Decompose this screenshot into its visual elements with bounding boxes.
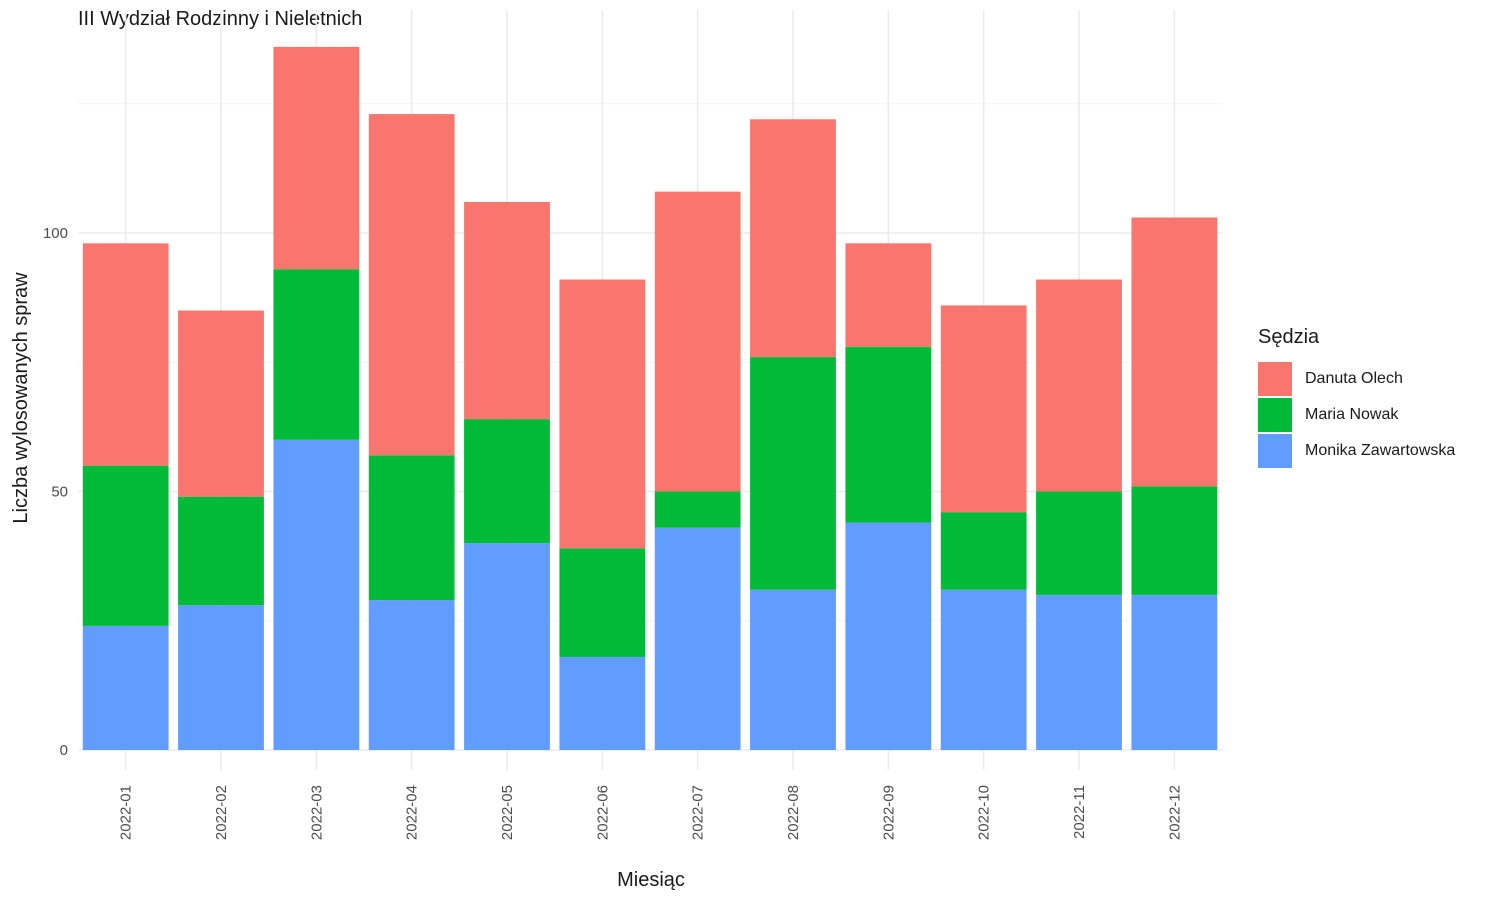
y-axis: 0 50 100 <box>43 225 68 759</box>
legend-label: Monika Zawartowska <box>1305 442 1456 459</box>
legend-items: Danuta Olech Maria Nowak Monika Zawartowsk… <box>1258 361 1455 469</box>
legend-swatch <box>1258 398 1292 432</box>
bar-segment <box>82 625 169 750</box>
chart-title: III Wydział Rodzinny i Nieletnich <box>78 8 363 30</box>
bar-segment <box>178 496 264 606</box>
legend-swatch <box>1258 434 1292 468</box>
x-tick-label: 2022-11 <box>1071 785 1088 839</box>
x-axis-label: Miesiąc <box>617 869 685 891</box>
bar-segment <box>654 491 741 528</box>
y-axis-label: Liczba wylosowanych spraw <box>10 272 32 524</box>
bar-segment <box>1036 594 1122 750</box>
bar-segment <box>559 548 646 657</box>
bar-segment <box>940 305 1027 513</box>
legend-swatch <box>1258 362 1292 396</box>
bar-segment <box>178 310 264 497</box>
bar-segment <box>464 201 550 420</box>
x-tick-label: 2022-06 <box>594 785 611 840</box>
bar-segment <box>940 589 1027 750</box>
x-tick-label: 2022-07 <box>690 785 707 840</box>
bar-segment <box>1036 279 1122 492</box>
bar-segment <box>654 191 741 492</box>
bar-segment <box>1131 594 1218 750</box>
legend-item: Maria Nowak <box>1258 397 1455 433</box>
bars <box>82 46 1218 750</box>
legend-title: Sędzia <box>1258 326 1320 348</box>
bar-segment <box>368 114 455 456</box>
x-axis: 2022-01 2022-02 2022-03 2022-04 2022-05 2022-… <box>118 785 1184 840</box>
bar-segment <box>1131 217 1218 487</box>
bar-segment <box>178 605 264 750</box>
bar-segment <box>845 243 932 347</box>
x-tick-label: 2022-03 <box>308 785 325 840</box>
y-tick-label: 0 <box>60 742 68 759</box>
bar-segment <box>654 527 741 750</box>
bar-segment <box>273 439 360 750</box>
bar-segment <box>750 357 836 590</box>
y-tick-label: 100 <box>43 225 68 242</box>
bar-segment <box>273 46 360 270</box>
x-tick-label: 2022-02 <box>213 785 230 840</box>
x-tick-label: 2022-08 <box>785 785 802 840</box>
bar-segment <box>750 119 836 358</box>
x-tick-label: 2022-01 <box>118 785 135 840</box>
bar-segment <box>368 455 455 601</box>
bar-segment <box>845 346 932 523</box>
x-tick-label: 2022-04 <box>404 785 421 840</box>
x-tick-label: 2022-12 <box>1166 785 1183 840</box>
bar-segment <box>559 656 646 750</box>
x-tick-label: 2022-05 <box>499 785 516 840</box>
bar-segment <box>1131 486 1218 595</box>
bar-segment <box>750 589 836 750</box>
bar-segment <box>82 243 169 466</box>
legend-label: Danuta Olech <box>1305 370 1403 387</box>
bar-segment <box>464 419 550 544</box>
bar-segment <box>368 600 455 750</box>
x-tick-label: 2022-10 <box>976 785 993 840</box>
bar-segment <box>1036 491 1122 595</box>
legend: Sędzia Danuta Olech Maria Nowak Monika Zaw… <box>1258 326 1455 469</box>
bar-segment <box>559 279 646 549</box>
bar-segment <box>464 543 550 750</box>
bar-segment <box>940 512 1027 590</box>
bar-segment <box>845 522 932 750</box>
legend-item: Danuta Olech <box>1258 361 1455 397</box>
legend-label: Maria Nowak <box>1305 406 1399 423</box>
bar-segment <box>273 269 360 440</box>
bar-segment <box>82 465 169 626</box>
y-tick-label: 50 <box>51 484 68 501</box>
x-tick-label: 2022-09 <box>880 785 897 840</box>
legend-item: Monika Zawartowska <box>1258 433 1455 469</box>
